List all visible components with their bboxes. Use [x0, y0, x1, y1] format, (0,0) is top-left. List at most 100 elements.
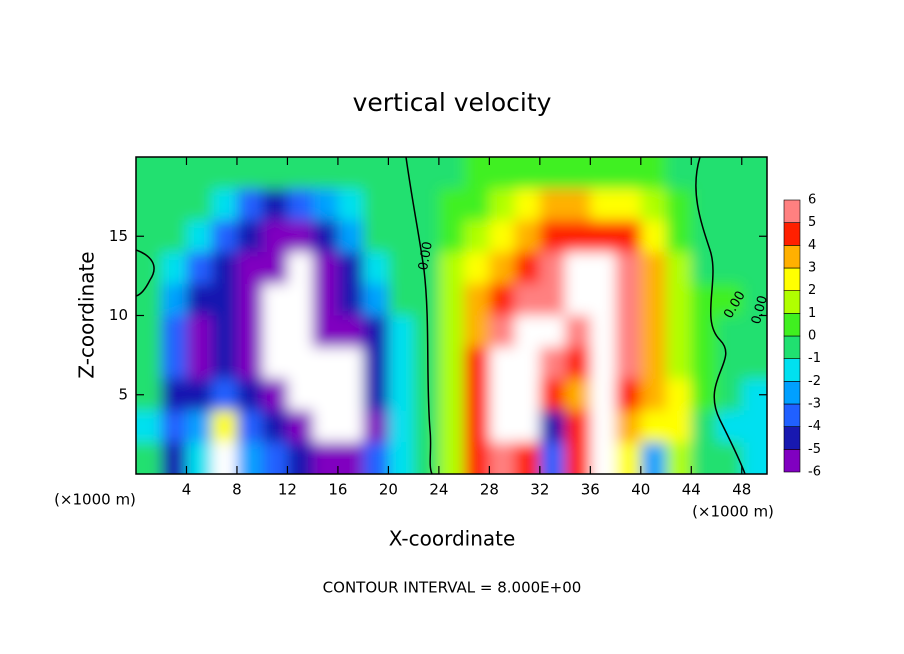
field-cell — [211, 283, 238, 316]
field-cell — [161, 252, 187, 285]
zero-contour — [136, 249, 155, 297]
field-cell — [236, 157, 263, 190]
field-cell — [363, 283, 389, 316]
field-cell — [236, 283, 263, 316]
field-cell — [741, 157, 767, 190]
field-cell — [590, 442, 617, 474]
field-cell — [186, 442, 213, 474]
field-cell — [287, 188, 314, 221]
field-cell — [186, 252, 213, 285]
field-cell — [489, 188, 516, 221]
field-cell — [413, 157, 440, 190]
colorbar-label: 3 — [808, 261, 816, 276]
field-cell — [691, 188, 718, 221]
field-cell — [337, 378, 364, 412]
colorbar-swatch — [783, 403, 801, 427]
field-cell — [691, 347, 718, 380]
field-cell — [136, 347, 162, 380]
chart-title: vertical velocity — [353, 88, 552, 117]
field-cell — [363, 347, 389, 380]
field-cell — [514, 315, 541, 348]
x-tick-label: 40 — [631, 481, 650, 499]
field-cell — [691, 378, 718, 412]
field-cell — [161, 283, 187, 316]
field-cell — [590, 252, 617, 285]
field-cell — [741, 283, 767, 316]
field-cell — [489, 315, 516, 348]
colorbar-label: -6 — [808, 465, 821, 480]
field-cell — [666, 315, 692, 348]
field-cell — [211, 315, 238, 348]
field-cell — [211, 410, 238, 443]
field-cell — [590, 188, 617, 221]
x-tick-label: 28 — [480, 481, 499, 499]
colorbar-swatch — [783, 222, 801, 246]
field-cell — [211, 252, 238, 285]
field-cell — [666, 283, 692, 316]
x-tick-label: 24 — [429, 481, 448, 499]
colorbar-swatch — [783, 199, 801, 223]
field — [136, 157, 767, 474]
field-cell — [363, 188, 389, 221]
field-cell — [438, 252, 465, 285]
field-cell — [464, 188, 490, 221]
field-cell — [161, 315, 187, 348]
y-tick-label: 5 — [118, 385, 128, 403]
x-unit: (×1000 m) — [692, 503, 774, 521]
field-cell — [262, 220, 288, 253]
field-cell — [413, 347, 440, 380]
field-cell — [312, 378, 339, 412]
field-cell — [337, 220, 364, 253]
colorbar-label: 0 — [808, 329, 816, 344]
contour-label: 0.00 — [749, 294, 771, 326]
field-cell — [590, 157, 617, 190]
field-cell — [640, 157, 667, 190]
field-cell — [565, 315, 591, 348]
field-cell — [413, 188, 440, 221]
colorbar-swatch — [783, 245, 801, 269]
field-cell — [186, 378, 213, 412]
field-cell — [161, 442, 187, 474]
field-cell — [438, 188, 465, 221]
colorbar-label: -3 — [808, 397, 821, 412]
field-cell — [438, 378, 465, 412]
y-tick-label: 10 — [109, 306, 128, 324]
field-cell — [489, 347, 516, 380]
field-cell — [615, 410, 642, 443]
field-cell — [489, 378, 516, 412]
colorbar-label: 4 — [808, 238, 816, 253]
field-cell — [211, 378, 238, 412]
x-tick-label: 4 — [182, 481, 192, 499]
field-cell — [161, 410, 187, 443]
field-cell — [388, 378, 415, 412]
field-cell — [388, 283, 415, 316]
field-cell — [514, 347, 541, 380]
field-cell — [363, 220, 389, 253]
field-cell — [539, 378, 566, 412]
field-cell — [691, 410, 718, 443]
field-cell — [615, 378, 642, 412]
field-cell — [186, 410, 213, 443]
colorbar-swatch — [783, 267, 801, 291]
field-cell — [464, 378, 490, 412]
field-cell — [565, 188, 591, 221]
field-cell — [236, 442, 263, 474]
x-tick-label: 16 — [328, 481, 347, 499]
field-cell — [236, 188, 263, 221]
field-cell — [691, 442, 718, 474]
field-cell — [514, 220, 541, 253]
field-cell — [539, 283, 566, 316]
field-cell — [287, 442, 314, 474]
field-cell — [590, 347, 617, 380]
field-cell — [640, 188, 667, 221]
field-cell — [565, 442, 591, 474]
x-tick-label: 20 — [379, 481, 398, 499]
field-cell — [514, 378, 541, 412]
field-cell — [640, 315, 667, 348]
field-cell — [161, 220, 187, 253]
field-cell — [565, 410, 591, 443]
field-cell — [312, 252, 339, 285]
field-cell — [186, 347, 213, 380]
field-cell — [565, 220, 591, 253]
field-cell — [262, 442, 288, 474]
